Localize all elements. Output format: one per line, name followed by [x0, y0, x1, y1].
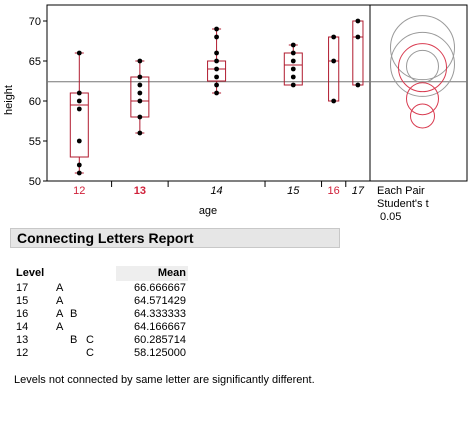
- comparison-circle: [406, 49, 439, 83]
- level-cell: 14: [16, 321, 29, 333]
- connecting-letter: C: [86, 334, 94, 346]
- x-tick-label: 16: [328, 185, 340, 197]
- data-point: [137, 90, 143, 96]
- data-point: [214, 50, 219, 56]
- mean-cell: 58.125000: [134, 347, 186, 359]
- data-point: [214, 90, 219, 96]
- box-plot-chart: height age 50 55 60 65 70 12 13 14 15 16 17 Each Pa…: [3, 4, 468, 223]
- level-column-header: Level: [16, 267, 45, 279]
- mean-header-background: [116, 266, 188, 281]
- data-point: [331, 34, 337, 40]
- y-tick-label: 70: [29, 16, 41, 28]
- data-point: [214, 26, 219, 32]
- comparison-label-line: Student's t: [377, 198, 429, 210]
- report-footnote: Levels not connected by same letter are …: [14, 374, 315, 386]
- data-point: [137, 74, 143, 80]
- comparison-label-line: Each Pair: [377, 185, 425, 197]
- level-cell: 15: [16, 295, 29, 307]
- box-iqr: [328, 36, 340, 102]
- data-point: [137, 114, 143, 120]
- data-point: [355, 18, 361, 24]
- box-group-16: [328, 34, 340, 104]
- box-group-13: [130, 58, 150, 136]
- level-cell: 16: [16, 308, 29, 320]
- data-point: [76, 50, 82, 56]
- data-point: [137, 58, 143, 64]
- mean-cell: 66.666667: [134, 282, 186, 294]
- connecting-letter: A: [56, 295, 64, 307]
- data-point: [355, 34, 361, 40]
- data-point: [355, 82, 361, 88]
- comparison-circle: [406, 82, 439, 116]
- data-point: [76, 162, 82, 168]
- x-tick-label: 14: [210, 185, 222, 197]
- mean-cell: 64.333333: [134, 308, 186, 320]
- y-tick-label: 60: [29, 96, 41, 108]
- report-header[interactable]: Connecting Letters Report: [10, 228, 340, 248]
- connecting-letter: B: [70, 308, 78, 320]
- report-title: Connecting Letters Report: [17, 230, 194, 246]
- mean-cell: 60.285714: [134, 334, 186, 346]
- comparison-circles-frame: [369, 4, 468, 182]
- y-axis-label: height: [3, 85, 15, 115]
- x-tick-label: 17: [352, 185, 365, 197]
- data-point: [290, 66, 296, 72]
- y-tick-label: 65: [29, 56, 41, 68]
- plot-frame: [46, 4, 371, 182]
- box-group-12: [69, 50, 89, 176]
- mean-column-header: Mean: [157, 267, 186, 279]
- x-axis-label: age: [199, 205, 217, 217]
- level-cell: 17: [16, 282, 29, 294]
- data-point: [214, 34, 219, 40]
- data-point: [214, 58, 219, 64]
- connecting-letter: A: [56, 308, 64, 320]
- box-group-15: [283, 42, 303, 88]
- data-point: [331, 98, 337, 104]
- x-tick-label: 12: [73, 185, 85, 197]
- comparison-circle: [390, 15, 455, 81]
- comparison-label-line: 0.05: [380, 211, 401, 223]
- data-point: [290, 58, 296, 64]
- connecting-letters-table: Level Mean 17 A 66.666667 15 A 64.571429 16 A B 6…: [16, 266, 196, 374]
- comparison-circle: [390, 31, 455, 97]
- data-point: [290, 42, 296, 48]
- data-point: [76, 170, 82, 176]
- level-cell: 12: [16, 347, 29, 359]
- x-tick-label: 13: [134, 185, 146, 197]
- mean-cell: 64.166667: [134, 321, 186, 333]
- level-cell: 13: [16, 334, 29, 346]
- data-point: [76, 98, 82, 104]
- connecting-letter: B: [70, 334, 78, 346]
- data-point: [137, 98, 143, 104]
- data-point: [214, 66, 219, 72]
- connecting-letter: A: [56, 282, 64, 294]
- data-point: [76, 90, 82, 96]
- box-iqr: [352, 20, 364, 86]
- data-point: [137, 82, 143, 88]
- y-tick-label: 50: [29, 176, 41, 188]
- box-group-14: [207, 26, 227, 96]
- y-tick-label: 55: [29, 136, 41, 148]
- data-point: [137, 130, 143, 136]
- connecting-letter: C: [86, 347, 94, 359]
- data-point: [290, 50, 296, 56]
- box-group-17: [352, 18, 364, 88]
- mean-cell: 64.571429: [134, 295, 186, 307]
- comparison-circle: [398, 43, 447, 93]
- data-point: [331, 58, 337, 64]
- data-point: [76, 138, 82, 144]
- data-point: [290, 74, 296, 80]
- data-point: [214, 82, 219, 88]
- data-point: [76, 106, 82, 112]
- data-point: [290, 82, 296, 88]
- connecting-letter: A: [56, 321, 64, 333]
- data-point: [214, 74, 219, 80]
- comparison-circle: [410, 103, 435, 129]
- x-tick-label: 15: [287, 185, 300, 197]
